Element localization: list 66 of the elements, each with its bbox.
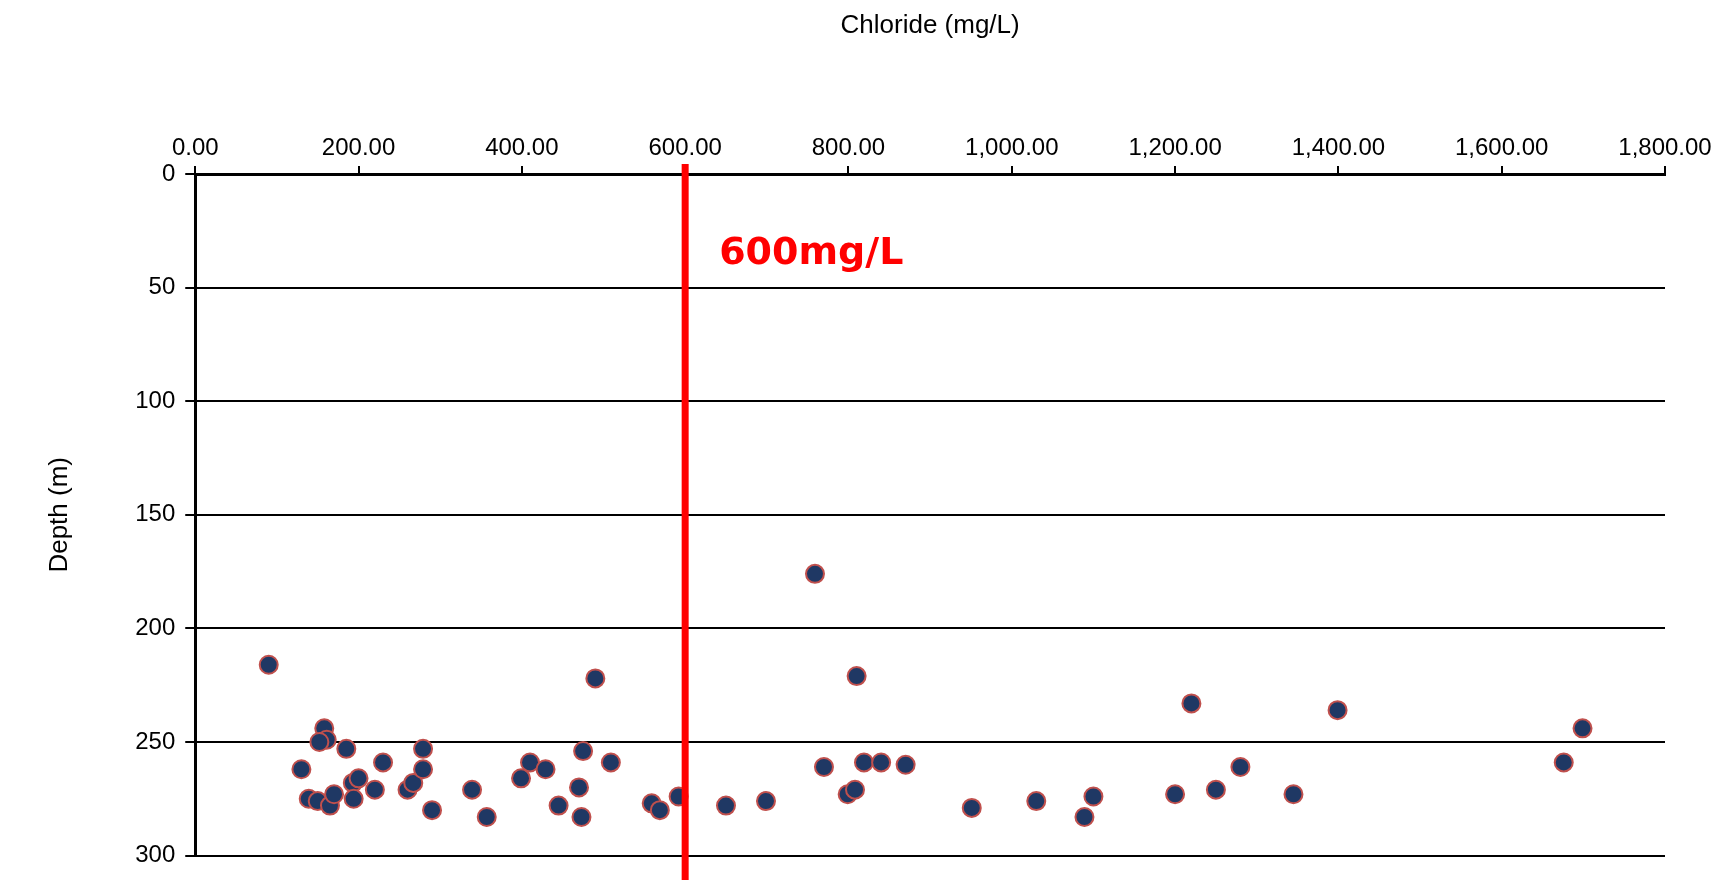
point	[585, 668, 606, 689]
point	[895, 754, 916, 775]
point	[462, 779, 483, 800]
point	[1553, 752, 1574, 773]
point	[1181, 693, 1202, 714]
point	[571, 806, 592, 827]
x-tick-label: 1,200.00	[1128, 133, 1222, 161]
y-tick-label: 100	[135, 385, 176, 413]
point	[871, 752, 892, 773]
point	[309, 732, 330, 752]
point	[756, 791, 776, 812]
point	[1230, 756, 1251, 777]
point	[291, 759, 312, 780]
x-tick-label: 1,600.00	[1454, 133, 1549, 161]
point	[364, 779, 385, 800]
x-tick-label: 1,000.00	[965, 133, 1059, 161]
point	[324, 784, 345, 805]
x-tick-label: 600.00	[648, 133, 722, 161]
y-tick-label: 300	[135, 840, 176, 868]
point	[258, 654, 279, 675]
point	[649, 800, 670, 821]
point	[961, 797, 982, 818]
ref-line-label: 600mg/L	[719, 228, 904, 273]
y-axis-title: Depth (m)	[42, 457, 73, 573]
x-axis-title: Chloride (mg/L)	[840, 8, 1020, 39]
point	[373, 752, 394, 773]
point	[600, 752, 621, 773]
x-tick-label: 1,800.00	[1618, 133, 1712, 161]
point	[520, 752, 541, 773]
x-tick-label: 0.00	[171, 133, 219, 161]
x-tick-label: 200.00	[321, 133, 396, 161]
point	[853, 752, 874, 773]
point	[813, 756, 834, 777]
point	[413, 738, 434, 759]
y-tick-label: 150	[135, 499, 176, 527]
y-tick-label: 250	[135, 726, 176, 754]
point	[336, 738, 357, 759]
point	[573, 741, 594, 762]
point	[1083, 786, 1104, 807]
x-tick-label: 400.00	[485, 133, 559, 161]
point	[1572, 718, 1593, 739]
point	[845, 779, 865, 800]
y-tick-label: 50	[148, 272, 176, 300]
point	[511, 768, 532, 789]
point	[535, 759, 556, 780]
x-tick-label: 1,400.00	[1291, 133, 1386, 161]
point	[1074, 806, 1095, 827]
point	[403, 772, 424, 793]
x-tick-label: 800.00	[811, 133, 886, 161]
point	[846, 666, 867, 687]
point	[343, 788, 364, 809]
y-tick-label: 200	[135, 613, 176, 641]
point	[715, 795, 736, 816]
point	[422, 800, 443, 821]
point	[1205, 779, 1226, 800]
point	[804, 563, 825, 584]
point	[1165, 784, 1186, 805]
point	[413, 759, 434, 780]
point	[1283, 784, 1304, 805]
point	[1026, 791, 1047, 812]
point	[1327, 700, 1348, 721]
point	[348, 768, 369, 789]
y-tick-label: 0	[161, 158, 176, 186]
point	[569, 777, 590, 798]
point	[548, 795, 569, 816]
point	[476, 806, 497, 827]
